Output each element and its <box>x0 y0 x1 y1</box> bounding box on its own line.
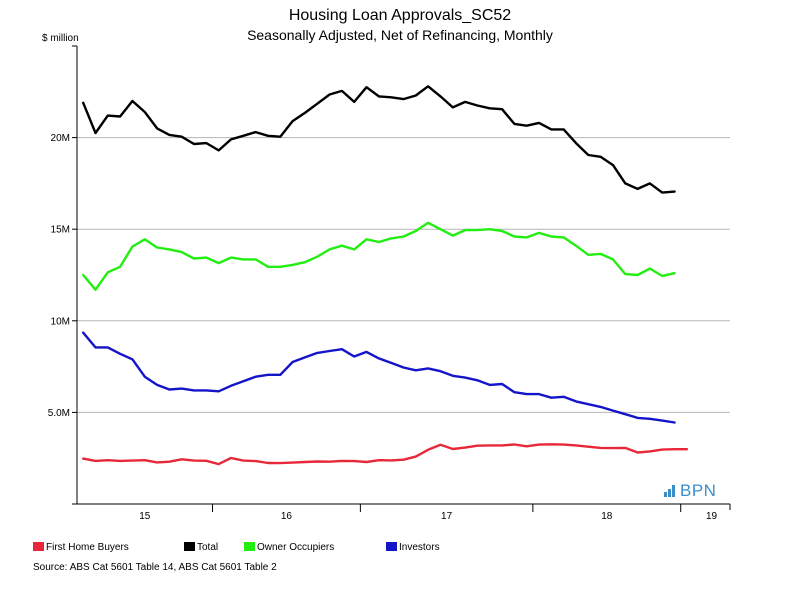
x-tick-label-19: 19 <box>706 511 718 522</box>
y-tick-label: 10M <box>51 316 70 327</box>
x-tick-label-16: 16 <box>281 511 293 522</box>
y-tick-label: 20M <box>51 133 70 144</box>
y-tick-label: 15M <box>51 225 70 236</box>
legend-swatch <box>386 542 397 551</box>
chart-title: Housing Loan Approvals_SC52 <box>288 7 512 24</box>
x-tick-label-17: 17 <box>441 511 453 522</box>
source-note: Source: ABS Cat 5601 Table 14, ABS Cat 5… <box>33 562 277 573</box>
legend-label: First Home Buyers <box>46 542 129 553</box>
legend-swatch <box>184 542 195 551</box>
bar-chart-icon <box>664 485 678 497</box>
series-line-total <box>81 85 676 194</box>
legend-label: Investors <box>399 542 440 553</box>
legend-label: Total <box>197 542 219 553</box>
series-line-owner-occupiers <box>81 221 676 291</box>
legend-item-owner-occupiers[interactable]: Owner Occupiers <box>244 542 334 553</box>
legend-label: Owner Occupiers <box>257 542 335 553</box>
series-line-investors <box>81 331 676 424</box>
logo-text: BPN <box>680 481 717 500</box>
legend-swatch <box>33 542 44 551</box>
legend-item-first-home-buyers[interactable]: First Home Buyers <box>33 542 129 553</box>
x-tick-label-15: 15 <box>139 511 151 522</box>
series-line-first-home-buyers <box>81 443 689 466</box>
chart-subtitle: Seasonally Adjusted, Net of Refinancing,… <box>247 27 553 43</box>
y-axis-label: $ million <box>42 33 79 44</box>
y-tick-label: 5.0M <box>48 408 70 419</box>
x-tick-label-18: 18 <box>601 511 613 522</box>
legend-swatch <box>244 542 255 551</box>
legend-item-total[interactable]: Total <box>184 542 218 553</box>
legend-item-investors[interactable]: Investors <box>386 542 440 553</box>
